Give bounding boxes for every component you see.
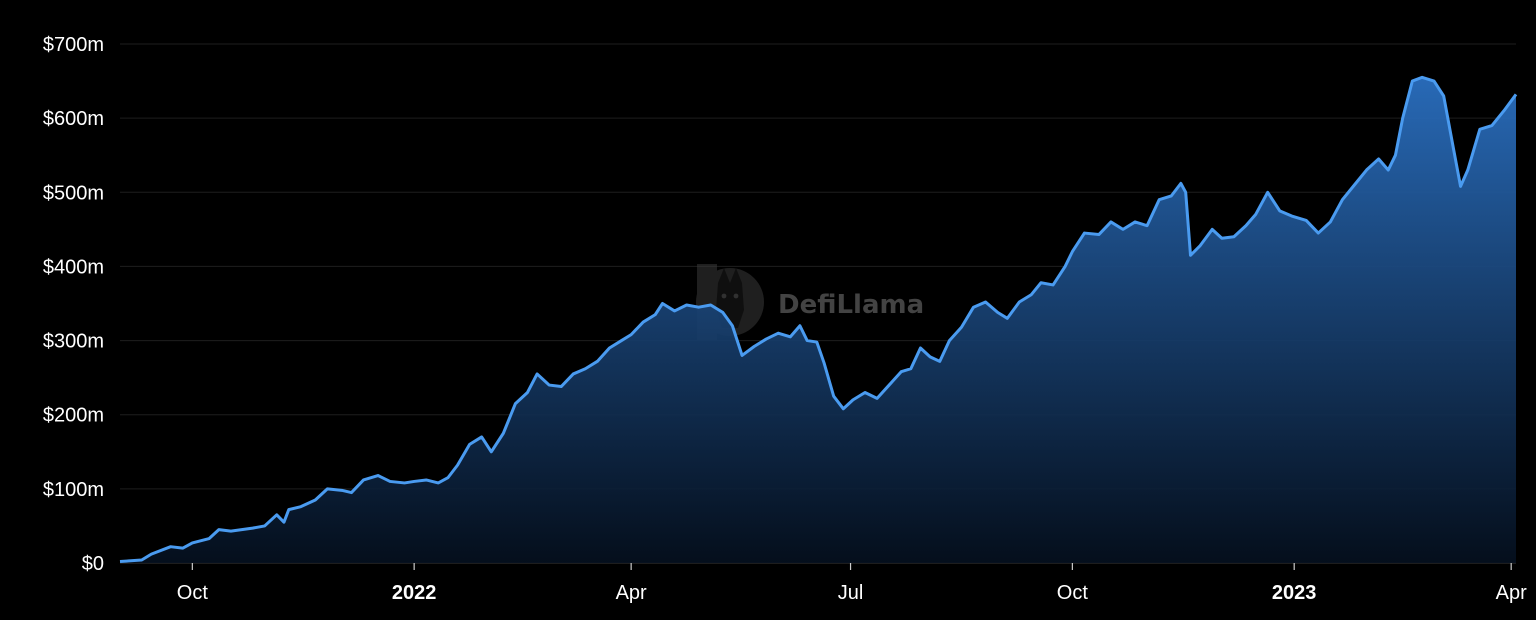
y-tick-label: $0	[82, 553, 104, 575]
watermark-text: DefiLlama	[778, 290, 924, 320]
x-tick-label: Oct	[177, 582, 209, 604]
x-tick-label: 2023	[1272, 582, 1317, 604]
y-tick-label: $500m	[43, 182, 104, 204]
y-tick-label: $300m	[43, 331, 104, 353]
y-tick-label: $100m	[43, 479, 104, 501]
x-tick-label: 2022	[392, 582, 437, 604]
y-tick-label: $600m	[43, 108, 104, 130]
y-tick-label: $400m	[43, 256, 104, 278]
y-axis: $0 $100m $200m $300m $400m $500m $600m $700m	[43, 34, 104, 575]
y-tick-label: $200m	[43, 405, 104, 427]
x-tick-label: Jul	[838, 582, 864, 604]
x-tick-label: Apr	[1496, 582, 1527, 604]
x-tick-label: Oct	[1057, 582, 1089, 604]
x-tick-label: Apr	[616, 582, 647, 604]
x-axis: Oct 2022 Apr Jul Oct 2023 Apr	[177, 563, 1527, 604]
series-line	[119, 75, 1518, 564]
y-tick-label: $700m	[43, 34, 104, 56]
